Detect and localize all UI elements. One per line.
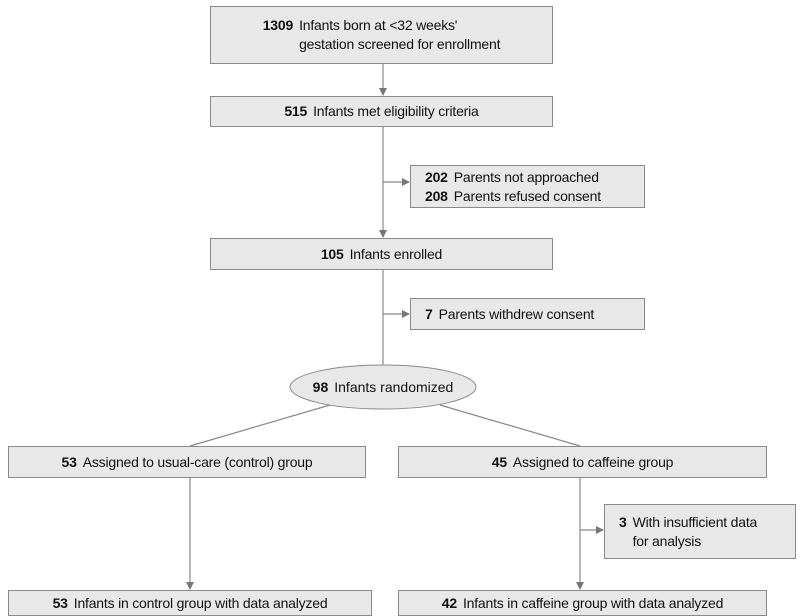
ellipse-shape [289, 364, 477, 410]
label: gestation screened for enrollment [299, 36, 501, 52]
label: With insufficient data [632, 513, 758, 530]
entry: 202 Parents not approached [425, 168, 599, 187]
count: 202 [425, 168, 448, 185]
count: 53 [61, 453, 77, 470]
box-node: 53 Infants in control group with data ana… [8, 590, 372, 616]
text-lines: Infants born at <32 weeks' gestation scre… [299, 16, 500, 54]
box-node: 42 Infants in caffeine group with data an… [398, 590, 767, 616]
entry: 105 Infants enrolled [321, 245, 442, 264]
connector-line [439, 404, 581, 447]
text-lines: Infants met eligibility criteria [313, 102, 479, 121]
ellipse-node: 98 Infants randomized [290, 365, 476, 409]
label: Parents not approached [453, 168, 599, 185]
connector-line [189, 404, 331, 447]
text-lines: Infants in control group with data analy… [74, 594, 328, 613]
text-lines: Infants randomized [334, 378, 453, 397]
text-lines: Assigned to usual-care (control) group [83, 453, 313, 472]
count: 208 [425, 187, 448, 204]
count: 7 [425, 305, 433, 322]
count: 45 [491, 453, 507, 470]
text-lines: Parents withdrew consent [439, 305, 595, 324]
entry: 3 With insufficient data for analysis [619, 513, 757, 551]
entry: 515 Infants met eligibility criteria [284, 102, 479, 121]
text-lines: Infants in caffeine group with data anal… [463, 594, 723, 613]
entry: 53 Infants in control group with data ana… [53, 594, 328, 613]
label: Infants randomized [334, 378, 454, 395]
box-node: 53 Assigned to usual-care (control) group [8, 446, 366, 478]
count: 98 [312, 378, 329, 395]
box-node: 45 Assigned to caffeine group [398, 446, 767, 478]
count: 105 [320, 245, 344, 262]
text-lines: Parents not approached [454, 168, 599, 187]
label: Infants in control group with data analy… [73, 595, 328, 611]
label: for analysis [632, 532, 702, 549]
label: Infants enrolled [349, 245, 443, 262]
entry: 208 Parents refused consent [425, 187, 601, 206]
box-node: 3 With insufficient data for analysis [604, 504, 796, 559]
entry: 42 Infants in caffeine group with data an… [441, 594, 724, 613]
text-lines: Parents refused consent [454, 187, 601, 206]
label: Parents refused consent [453, 187, 601, 204]
count: 53 [52, 595, 68, 611]
label: Infants born at <32 weeks' [299, 17, 458, 33]
box-node: 7 Parents withdrew consent [410, 298, 645, 330]
text-lines: With insufficient data for analysis [633, 513, 758, 551]
count: 515 [284, 103, 308, 119]
text-lines: Infants enrolled [350, 245, 443, 264]
count: 3 [619, 513, 627, 530]
box-node: 105 Infants enrolled [210, 238, 553, 270]
box-node: 202 Parents not approached 208 Parents refu… [410, 165, 645, 208]
label: Infants in caffeine group with data anal… [462, 595, 724, 611]
count: 42 [441, 595, 457, 611]
text-lines: Assigned to caffeine group [512, 453, 674, 472]
box-node: 1309 Infants born at <32 weeks' gestation … [210, 6, 553, 64]
box-node: 515 Infants met eligibility criteria [210, 96, 553, 127]
entry: 7 Parents withdrew consent [425, 305, 594, 324]
label: Infants met eligibility criteria [313, 103, 479, 119]
entry: 1309 Infants born at <32 weeks' gestation … [263, 16, 501, 54]
label: Assigned to usual-care (control) group [82, 453, 313, 470]
label: Parents withdrew consent [438, 305, 595, 322]
entry: 45 Assigned to caffeine group [492, 453, 674, 472]
label: Assigned to caffeine group [512, 453, 674, 470]
count: 1309 [262, 17, 294, 33]
entry: 53 Assigned to usual-care (control) group [62, 453, 313, 472]
entry: 98 Infants randomized [313, 378, 454, 397]
